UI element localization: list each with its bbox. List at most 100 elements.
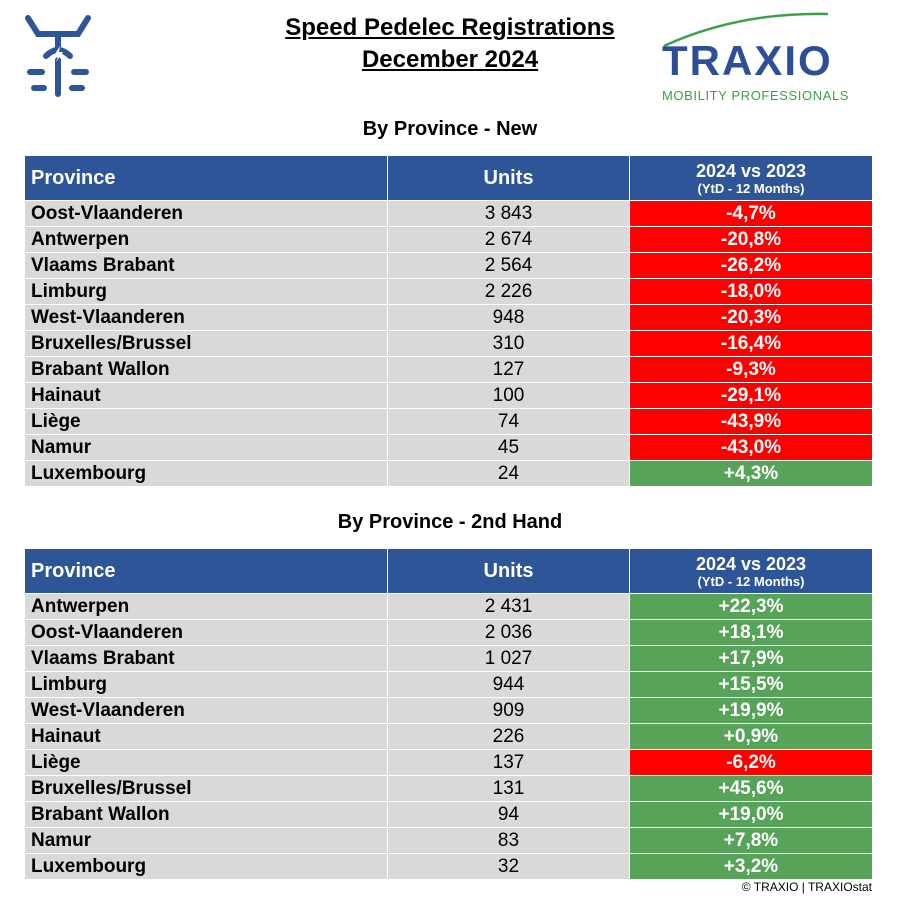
province-cell: Antwerpen [24,593,388,620]
province-cell: Oost-Vlaanderen [24,200,388,227]
change-cell: +18,1% [629,619,873,646]
province-cell: Hainaut [24,382,388,409]
table-row: Brabant Wallon 127 -9,3% [24,356,873,383]
change-cell: -6,2% [629,749,873,776]
change-cell: -43,0% [629,434,873,461]
units-cell: 137 [387,749,630,776]
change-cell: -29,1% [629,382,873,409]
change-cell: +19,0% [629,801,873,828]
units-cell: 226 [387,723,630,750]
section-title-new: By Province - New [362,118,538,140]
col-header-province: Province [24,155,388,201]
table-body: Oost-Vlaanderen 3 843 -4,7% Antwerpen 2 674-… [24,200,873,487]
table-row: Oost-Vlaanderen 3 843 -4,7% [24,200,873,227]
table-row: Brabant Wallon 94 +19,0% [24,801,873,828]
table-body: Antwerpen 2 431 +22,3% Oost-Vlaanderen 2 036… [24,593,873,880]
change-cell: -26,2% [629,252,873,279]
col-header-change-label: 2024 vs 2023 [695,160,807,181]
change-cell: -20,3% [629,304,873,331]
province-cell: Bruxelles/Brussel [24,330,388,357]
table-row: Antwerpen 2 674 -20,8% [24,226,873,253]
units-cell: 24 [387,460,630,487]
table-row: Limburg 2 226 -18,0% [24,278,873,305]
logo-swoosh-icon [663,12,829,48]
table-row: Liège 74 -43,9% [24,408,873,435]
change-cell: +7,8% [629,827,873,854]
units-cell: 127 [387,356,630,383]
col-header-change-sub: (YtD - 12 Months) [697,573,805,589]
table-row: Luxembourg 32 +3,2% [24,853,873,880]
province-cell: West-Vlaanderen [24,697,388,724]
col-header-change-sub: (YtD - 12 Months) [697,180,805,196]
province-cell: West-Vlaanderen [24,304,388,331]
col-header-change: 2024 vs 2023 (YtD - 12 Months) [629,155,873,201]
table-row: West-Vlaanderen 909 +19,9% [24,697,873,724]
province-cell: Limburg [24,278,388,305]
change-cell: -16,4% [629,330,873,357]
table-new: Province Units 2024 vs 2023 (YtD - 12 Mo… [24,155,873,487]
units-cell: 3 843 [387,200,630,227]
change-cell: +0,9% [629,723,873,750]
brand-name: TRAXIO [662,37,833,84]
units-cell: 2 674 [387,226,630,253]
units-cell: 2 226 [387,278,630,305]
table-row: Bruxelles/Brussel 310 -16,4% [24,330,873,357]
units-cell: 2 564 [387,252,630,279]
table-row: Antwerpen 2 431 +22,3% [24,593,873,620]
change-cell: +17,9% [629,645,873,672]
table-row: Namur 45 -43,0% [24,434,873,461]
table-row: Oost-Vlaanderen 2 036 +18,1% [24,619,873,646]
change-cell: -43,9% [629,408,873,435]
units-cell: 948 [387,304,630,331]
table-row: West-Vlaanderen 948 -20,3% [24,304,873,331]
province-cell: Vlaams Brabant [24,252,388,279]
table-row: Luxembourg 24 +4,3% [24,460,873,487]
units-cell: 74 [387,408,630,435]
section-title-2nd-hand: By Province - 2nd Hand [337,511,563,533]
change-cell: -20,8% [629,226,873,253]
province-cell: Brabant Wallon [24,801,388,828]
units-cell: 944 [387,671,630,698]
units-cell: 94 [387,801,630,828]
change-cell: +19,9% [629,697,873,724]
province-cell: Antwerpen [24,226,388,253]
table-row: Limburg 944 +15,5% [24,671,873,698]
table-row: Liège 137 -6,2% [24,749,873,776]
col-header-change: 2024 vs 2023 (YtD - 12 Months) [629,548,873,594]
copyright-notice: © TRAXIO | TRAXIOstat [741,880,872,894]
table-row: Vlaams Brabant 2 564 -26,2% [24,252,873,279]
title-line-1: Speed Pedelec Registrations [285,14,615,41]
province-cell: Bruxelles/Brussel [24,775,388,802]
change-cell: +45,6% [629,775,873,802]
brand-tagline: MOBILITY PROFESSIONALS [662,88,850,103]
title-line-2: December 2024 [361,46,539,73]
table-row: Bruxelles/Brussel 131 +45,6% [24,775,873,802]
province-cell: Liège [24,408,388,435]
table-header-row: Province Units 2024 vs 2023 (YtD - 12 Mo… [24,155,873,201]
units-cell: 310 [387,330,630,357]
change-cell: +3,2% [629,853,873,880]
units-cell: 83 [387,827,630,854]
units-cell: 32 [387,853,630,880]
table-header-row: Province Units 2024 vs 2023 (YtD - 12 Mo… [24,548,873,594]
change-cell: +15,5% [629,671,873,698]
province-cell: Limburg [24,671,388,698]
col-header-change-label: 2024 vs 2023 [695,553,807,574]
units-cell: 909 [387,697,630,724]
col-header-units: Units [387,548,630,594]
units-cell: 2 431 [387,593,630,620]
col-header-province: Province [24,548,388,594]
traxio-logo: TRAXIO MOBILITY PROFESSIONALS [658,10,878,103]
table-row: Namur 83 +7,8% [24,827,873,854]
province-cell: Namur [24,827,388,854]
units-cell: 2 036 [387,619,630,646]
province-cell: Vlaams Brabant [24,645,388,672]
change-cell: -4,7% [629,200,873,227]
page-title: Speed Pedelec Registrations December 202… [0,12,900,76]
units-cell: 131 [387,775,630,802]
units-cell: 100 [387,382,630,409]
units-cell: 1 027 [387,645,630,672]
change-cell: +22,3% [629,593,873,620]
province-cell: Oost-Vlaanderen [24,619,388,646]
table-row: Vlaams Brabant 1 027 +17,9% [24,645,873,672]
